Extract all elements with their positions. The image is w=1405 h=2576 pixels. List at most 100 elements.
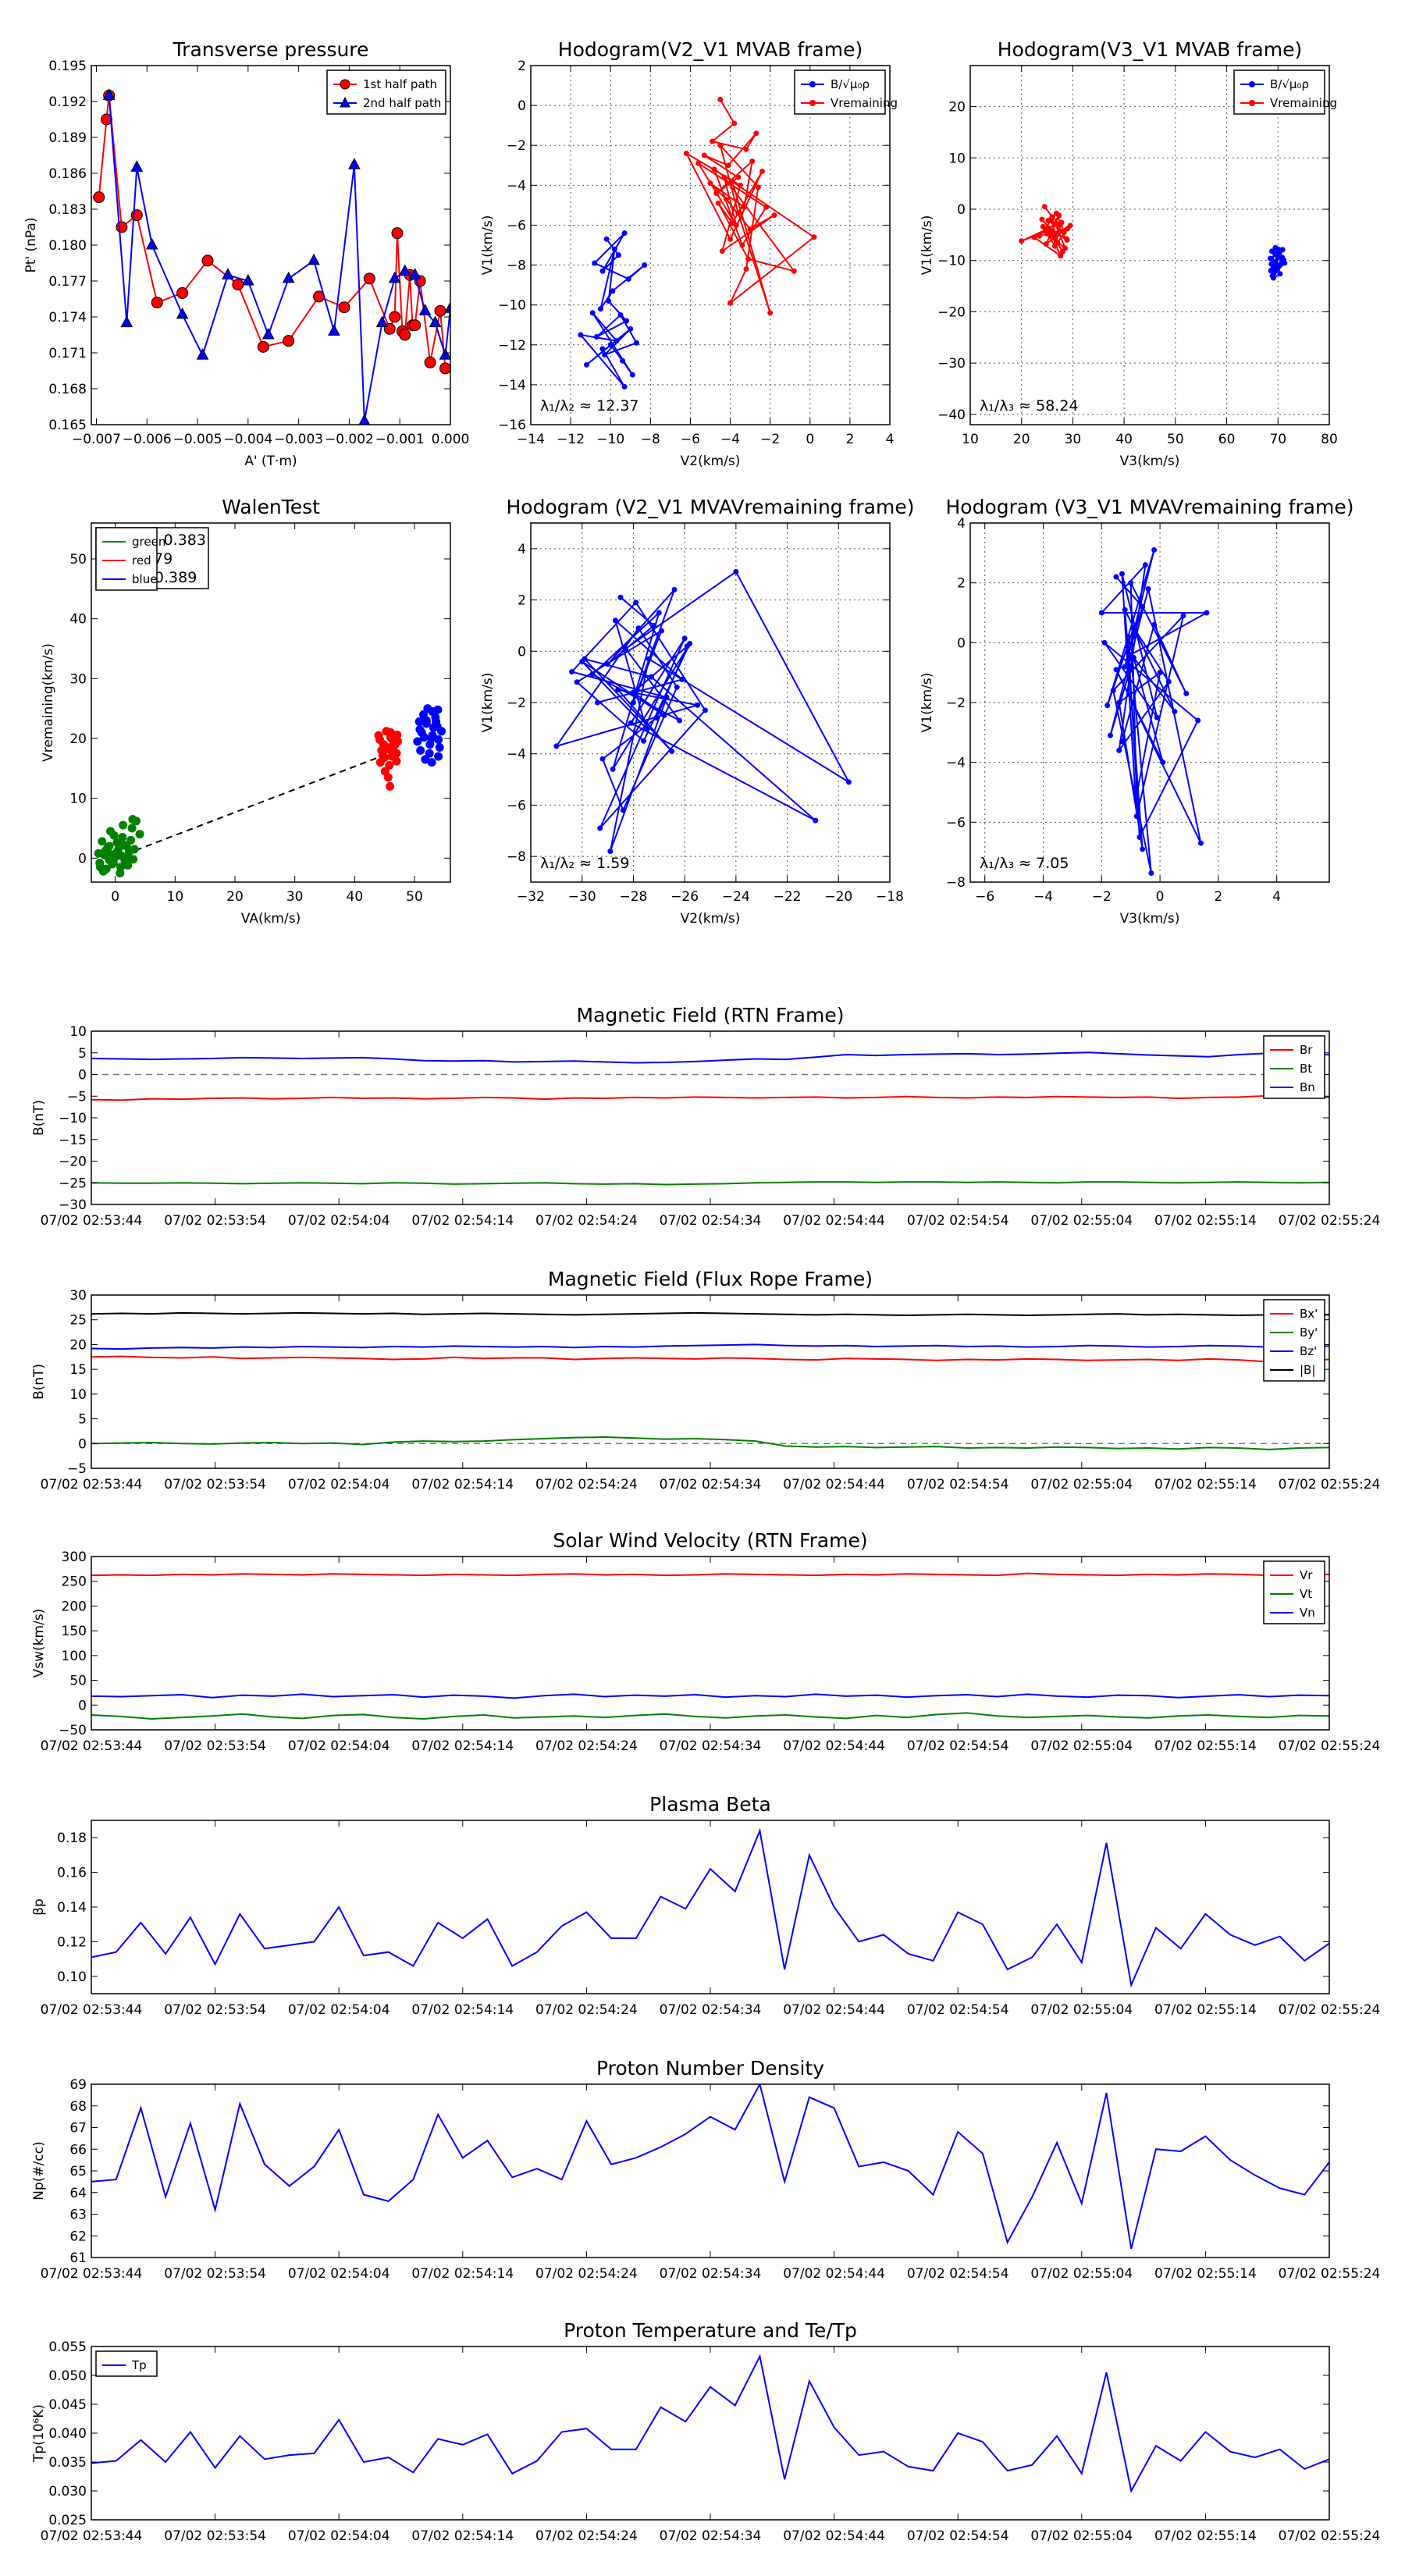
data-point: [1101, 639, 1108, 646]
x-tick-label: 07/02 02:53:54: [164, 1738, 266, 1754]
data-point: [434, 735, 443, 745]
data-point: [663, 694, 670, 700]
plot-area: [93, 88, 450, 425]
y-tick-label: 0: [78, 1698, 87, 1713]
data-point: [611, 246, 617, 252]
y-tick-label: 67: [69, 2121, 87, 2137]
series-vt: [91, 1712, 1329, 1720]
x-tick-label: 07/02 02:53:44: [41, 2528, 143, 2544]
data-point: [393, 730, 402, 739]
data-point: [1180, 613, 1186, 619]
data-point: [390, 740, 400, 749]
x-tick-label: 07/02 02:54:04: [288, 1738, 390, 1754]
data-point: [1041, 204, 1048, 210]
data-point: [1154, 714, 1160, 720]
data-point: [1270, 275, 1276, 281]
data-point: [717, 96, 724, 102]
x-tick-label: 07/02 02:54:34: [660, 1738, 762, 1754]
data-point: [399, 329, 411, 341]
series-br: [91, 1094, 1329, 1101]
data-point: [434, 304, 446, 317]
panel-pt: Transverse pressure−0.007 −0.006 −0.005 −0.…: [23, 38, 469, 469]
data-point: [418, 304, 432, 315]
y-tick-label: −10: [59, 1111, 87, 1126]
data-point: [93, 191, 105, 204]
ratio-annotation: λ₁/λ₂ ≈ 12.37: [540, 397, 639, 415]
data-point: [642, 262, 648, 269]
axes-frame: [969, 65, 1330, 425]
data-point: [755, 184, 761, 190]
data-point: [1052, 221, 1058, 227]
y-tick-label: 2: [957, 576, 966, 592]
data-point: [222, 268, 234, 279]
data-point: [671, 586, 678, 592]
data-point: [348, 158, 361, 169]
data-point: [1140, 603, 1146, 610]
data-point: [602, 352, 608, 358]
data-point: [1058, 253, 1064, 259]
data-point: [1125, 634, 1131, 640]
data-point: [122, 841, 131, 851]
y-tick-label: 10: [948, 151, 966, 166]
data-point: [1281, 257, 1287, 263]
y-tick-label: 20: [69, 731, 87, 747]
y-tick-label: 100: [62, 1649, 87, 1664]
y-axis-label: B(nT): [31, 1100, 47, 1136]
data-point: [1140, 846, 1146, 852]
x-tick-label: −0.006: [123, 432, 172, 447]
data-point: [630, 699, 636, 706]
data-point: [1044, 231, 1051, 237]
legend-label: Vn: [1300, 1606, 1315, 1620]
y-tick-label: 0.055: [48, 2339, 87, 2355]
y-axis-label: V1(km/s): [919, 215, 935, 276]
data-point: [1197, 840, 1204, 846]
x-tick-label: −28: [619, 889, 647, 905]
data-point: [1043, 241, 1049, 247]
x-tick-label: 07/02 02:54:44: [783, 2002, 885, 2018]
y-tick-label: 5: [78, 1412, 87, 1428]
data-point: [439, 348, 450, 360]
x-tick-label: 07/02 02:54:24: [535, 2528, 638, 2544]
y-tick-label: 0.045: [48, 2397, 87, 2413]
series-line: [91, 1693, 1329, 1699]
axes-frame: [530, 65, 891, 425]
series-line: [91, 1311, 1329, 1317]
x-tick-label: 07/02 02:55:14: [1154, 2266, 1257, 2282]
data-point: [196, 348, 209, 360]
series-line: [91, 1827, 1329, 1988]
data-point: [434, 752, 443, 761]
axes-frame: [91, 1556, 1330, 1731]
axes-frame: [91, 2083, 1330, 2258]
x-tick-label: 07/02 02:54:04: [288, 2528, 390, 2544]
x-tick-label: 07/02 02:54:44: [783, 2528, 885, 2544]
data-point: [597, 306, 603, 312]
legend-label: Bz': [1300, 1344, 1317, 1358]
x-tick-label: 80: [1321, 432, 1338, 447]
data-point: [118, 833, 127, 841]
data-point: [261, 327, 275, 340]
x-tick-label: 07/02 02:55:24: [1279, 2266, 1381, 2282]
data-point: [1056, 212, 1062, 219]
series-2nd-half-path: [102, 88, 450, 425]
series-line: [91, 1094, 1329, 1101]
legend-label: Vremaining: [1270, 96, 1337, 110]
data-point: [129, 855, 138, 864]
x-tick-label: 07/02 02:54:14: [411, 2266, 514, 2282]
plot-area: [91, 1311, 1329, 1450]
series-series: [553, 568, 852, 855]
data-point: [427, 758, 436, 767]
legend-frame: [95, 2350, 158, 2377]
y-tick-label: −15: [59, 1133, 87, 1148]
legend-label: Bn: [1300, 1080, 1315, 1094]
data-point: [612, 617, 618, 624]
data-point: [656, 610, 662, 616]
y-tick-label: 0: [518, 644, 526, 660]
data-point: [1151, 547, 1158, 553]
x-tick-label: 07/02 02:54:54: [907, 2266, 1009, 2282]
data-point: [1267, 255, 1273, 262]
x-tick-label: 10: [167, 889, 184, 905]
data-point: [701, 152, 707, 158]
series-vr: [91, 1572, 1329, 1577]
axes-frame: [91, 522, 451, 883]
y-tick-label: 68: [69, 2099, 87, 2115]
